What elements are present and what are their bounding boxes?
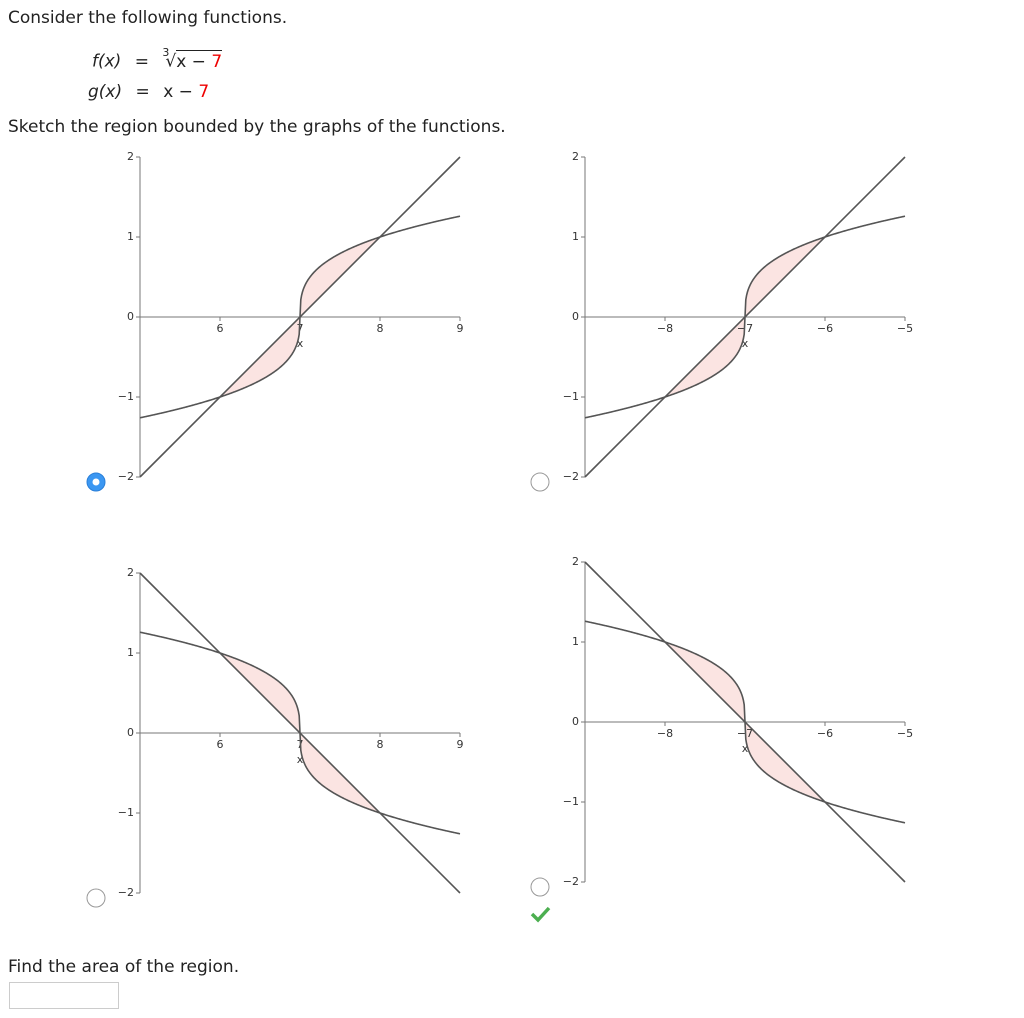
g-line <box>139 572 461 894</box>
equals: = <box>134 51 149 72</box>
y-tick-label: 2 <box>572 150 579 163</box>
g-expr: x − <box>163 82 199 102</box>
x-tick-label: 6 <box>217 738 224 751</box>
radio-button[interactable] <box>86 888 106 908</box>
y-tick-label: 1 <box>572 230 579 243</box>
x-tick-label: 8 <box>377 738 384 751</box>
y-tick-label: 0 <box>127 310 134 323</box>
x-tick-label: −5 <box>897 727 913 740</box>
f-label: f(x) <box>92 51 122 72</box>
f-def: f(x) = 3√x − 7 <box>92 46 223 72</box>
x-tick-label: −5 <box>897 322 913 335</box>
equals: = <box>135 82 150 102</box>
area-prompt: Find the area of the region. <box>8 957 240 977</box>
radio-button[interactable] <box>530 877 550 897</box>
radical: √ <box>165 51 177 72</box>
y-tick-label: 2 <box>572 555 579 568</box>
y-tick-label: 2 <box>127 150 134 163</box>
y-tick-label: 1 <box>572 635 579 648</box>
radio-dot <box>92 478 100 486</box>
x-tick-label: −8 <box>657 727 673 740</box>
root-index: 3 <box>162 46 170 59</box>
y-tick-label: −1 <box>563 795 579 808</box>
x-axis-label: x <box>742 337 749 350</box>
y-tick-label: 1 <box>127 646 134 659</box>
g-const: 7 <box>198 82 210 102</box>
prompt: Sketch the region bounded by the graphs … <box>8 117 506 137</box>
x-axis-label: x <box>297 753 304 766</box>
y-tick-label: −2 <box>118 886 134 899</box>
radicand-const: 7 <box>211 51 223 72</box>
y-tick-label: −1 <box>563 390 579 403</box>
x-tick-label: 8 <box>377 322 384 335</box>
y-tick-label: 1 <box>127 230 134 243</box>
y-tick-label: −2 <box>563 470 579 483</box>
radio-outer <box>530 877 550 897</box>
radio-outer <box>530 472 550 492</box>
g-def: g(x) = x − 7 <box>88 82 209 102</box>
g-line <box>139 156 461 478</box>
intro: Consider the following functions. <box>8 8 288 28</box>
radio-outer <box>86 888 106 908</box>
y-tick-label: 0 <box>572 715 579 728</box>
x-tick-label: −8 <box>657 322 673 335</box>
y-tick-label: 2 <box>127 566 134 579</box>
x-axis-label: x <box>742 742 749 755</box>
x-tick-label: −6 <box>817 322 833 335</box>
y-tick-label: 0 <box>127 726 134 739</box>
y-tick-label: −1 <box>118 806 134 819</box>
x-axis-label: x <box>297 337 304 350</box>
g-line <box>584 156 906 478</box>
correct-check <box>530 906 551 923</box>
radio-button[interactable] <box>530 472 550 492</box>
answer-input[interactable] <box>9 982 119 1009</box>
x-tick-label: 9 <box>457 322 464 335</box>
g-label: g(x) <box>88 82 123 102</box>
y-tick-label: 0 <box>572 310 579 323</box>
x-tick-label: 6 <box>217 322 224 335</box>
y-tick-label: −2 <box>563 875 579 888</box>
y-tick-label: −1 <box>118 390 134 403</box>
g-line <box>584 561 906 883</box>
y-tick-label: −2 <box>118 470 134 483</box>
x-tick-label: 9 <box>457 738 464 751</box>
radio-button[interactable] <box>86 472 106 492</box>
x-tick-label: −6 <box>817 727 833 740</box>
radicand-expr: x − <box>176 51 212 72</box>
radicand: x − 7 <box>176 49 223 72</box>
